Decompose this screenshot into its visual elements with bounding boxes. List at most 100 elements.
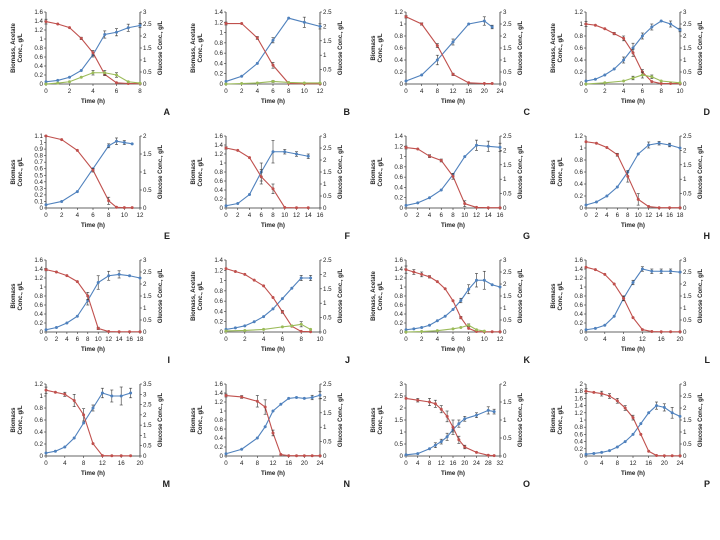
biomass-line	[225, 17, 321, 82]
glucose-point	[44, 268, 48, 272]
x-tick-label: 2	[243, 336, 247, 343]
y-left-tick-label: 1.4	[214, 9, 223, 16]
y-left-tick-label: 0.9	[34, 146, 43, 153]
biomass-point	[129, 391, 133, 395]
glucose-point	[451, 299, 455, 303]
glucose-point	[44, 20, 48, 24]
x-tick-label: 0	[584, 460, 588, 467]
glucose-line	[225, 147, 309, 209]
y-right-tick-label: 1.5	[683, 417, 692, 424]
chart-panel-a: 0 2 4 6 800.20.40.60.811.21.41.600.511.522.5…	[11, 9, 171, 117]
x-tick-label: 8	[287, 88, 291, 95]
biomass-point	[584, 328, 588, 332]
y-right-tick-label: 1	[683, 305, 687, 312]
x-tick-label: 0	[404, 88, 408, 95]
x-axis-label: Time (h)	[261, 346, 285, 353]
y-left-tick-label: 0	[40, 453, 44, 460]
glucose-point	[271, 431, 275, 435]
biomass-point	[56, 78, 60, 82]
biomass-point	[669, 269, 673, 273]
y-axis-left-label: BiomassConc., g/L	[11, 157, 24, 186]
y-left-tick-label: 0.8	[394, 164, 403, 171]
y-axis-left-label: Biomass, AcetateConc., g/L	[551, 22, 564, 72]
biomass-point	[117, 272, 121, 276]
x-tick-label: 4	[436, 336, 440, 343]
y-left-tick-label: 0.8	[214, 40, 223, 47]
y-left-tick-label: 0.6	[574, 45, 583, 52]
y-axis-left-label-line2: Conc., g/L	[198, 157, 204, 186]
x-axis-label: Time (h)	[441, 470, 465, 477]
x-tick-label: 4	[622, 88, 626, 95]
panel-letter: K	[524, 355, 531, 365]
y-left-tick-label: 0.6	[34, 54, 43, 61]
biomass-point	[122, 141, 126, 145]
glucose-point	[612, 282, 616, 286]
biomass-point	[636, 152, 640, 156]
glucose-point	[318, 454, 322, 458]
glucose-point	[280, 310, 284, 314]
biomass-line	[405, 409, 495, 456]
x-axis-label: Time (h)	[261, 470, 285, 477]
y-axis-right-label: Glucose Conc., g/L	[518, 392, 524, 447]
y-left-tick-label: 0.5	[34, 172, 43, 179]
x-tick-label: 12	[645, 212, 652, 219]
biomass-point	[631, 46, 635, 50]
biomass-point	[482, 19, 486, 23]
biomass-point	[263, 425, 267, 429]
y-axis-left-label: BiomassConc., g/L	[371, 33, 384, 62]
biomass-point	[593, 77, 597, 81]
y-right-tick-label: 2	[503, 33, 507, 40]
biomass-point	[54, 326, 58, 329]
biomass-point	[475, 143, 478, 147]
acetate-point	[650, 75, 654, 79]
y-right-tick-label: 0	[143, 81, 147, 88]
biomass-point	[224, 452, 228, 456]
y-left-tick-label: 0.8	[574, 293, 583, 300]
x-tick-label: 4	[416, 460, 420, 467]
y-right-tick-label: 2	[503, 281, 507, 288]
glucose-point	[53, 390, 57, 394]
biomass-point	[75, 190, 79, 194]
biomass-point	[110, 394, 114, 398]
x-axis-label: Time (h)	[621, 470, 645, 477]
x-tick-label: 6	[440, 212, 444, 219]
glucose-point	[612, 32, 616, 36]
x-tick-label: 6	[616, 212, 620, 219]
y-left-tick-label: 1	[400, 429, 404, 436]
x-tick-label: 0	[584, 336, 588, 343]
chart-panel-f: 0 2 4 6 8 10 12 14 1600.20.40.60.811.21.41.600.5…	[191, 133, 351, 241]
y-right-tick-label: 0.5	[323, 67, 332, 74]
glucose-point	[262, 284, 266, 288]
x-tick-label: 10	[301, 88, 308, 95]
biomass-point	[670, 411, 674, 415]
x-tick-label: 8	[428, 460, 432, 467]
y-left-tick-label: 0.2	[214, 319, 223, 326]
glucose-line	[45, 135, 133, 209]
y-left-tick-label: 1.5	[394, 417, 403, 424]
glucose-point	[130, 206, 134, 210]
glucose-point	[615, 153, 619, 157]
x-tick-label: 0	[44, 336, 48, 343]
x-tick-label: 18	[137, 336, 144, 343]
biomass-point	[428, 323, 431, 327]
y-left-tick-label: 1.4	[574, 403, 583, 410]
x-axis-label: Time (h)	[621, 222, 645, 229]
y-right-tick-label: 1	[503, 417, 507, 424]
x-tick-label: 12	[497, 336, 504, 343]
y-axis-left-label-line2: Conc., g/L	[558, 157, 564, 186]
y-left-tick-label: 0.2	[574, 193, 583, 200]
glucose-line	[405, 397, 495, 457]
y-right-tick-label: 1.5	[143, 422, 152, 429]
panel-letter: J	[345, 355, 350, 365]
glucose-point	[669, 82, 673, 86]
acetate-point	[287, 80, 291, 84]
panel-letter: C	[524, 107, 531, 117]
x-tick-label: 10	[461, 212, 468, 219]
y-left-tick-label: 0	[580, 205, 584, 212]
chart-panel-e: 0 2 4 6 8 10 1200.10.20.30.40.50.60.70.80.911.…	[11, 133, 170, 241]
y-left-tick-label: 1.4	[34, 266, 43, 273]
glucose-point	[110, 454, 114, 458]
y-right-tick-label: 0.5	[143, 443, 152, 450]
glucose-point	[593, 23, 597, 27]
biomass-line	[45, 273, 141, 331]
